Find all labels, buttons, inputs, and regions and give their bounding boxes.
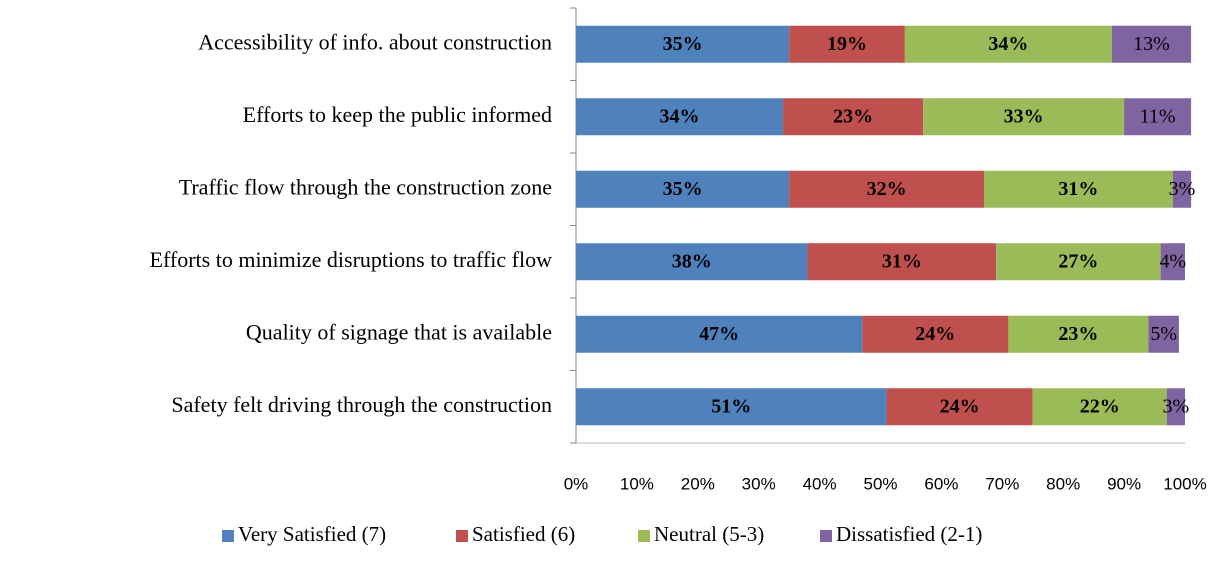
value-label: 22% (1080, 395, 1120, 417)
bar-segment (1111, 25, 1192, 63)
legend-swatch (456, 530, 468, 542)
bar-segment (1172, 170, 1192, 208)
value-label: 27% (1058, 250, 1098, 272)
value-label: 32% (867, 178, 907, 200)
bar-segment (576, 243, 808, 281)
x-tick-label: 70% (985, 474, 1019, 493)
value-label: 5% (1150, 323, 1177, 345)
category-label: Traffic flow through the construction zo… (179, 174, 552, 199)
legend-label: Very Satisfied (7) (238, 522, 386, 546)
bar-segment (1166, 388, 1185, 426)
value-label: 24% (915, 323, 955, 345)
bar-segment (996, 243, 1161, 281)
value-label: 34% (660, 105, 700, 127)
category-label: Accessibility of info. about constructio… (198, 29, 552, 54)
bar-segment (783, 98, 924, 136)
x-tick-label: 60% (924, 474, 958, 493)
x-tick-label: 50% (863, 474, 897, 493)
value-label: 47% (699, 323, 739, 345)
x-tick-label: 20% (681, 474, 715, 493)
value-label: 23% (1058, 323, 1098, 345)
category-label: Efforts to keep the public informed (243, 102, 552, 127)
bar-segment (1148, 315, 1179, 353)
value-label: 24% (940, 395, 980, 417)
legend-label: Dissatisfied (2-1) (836, 522, 982, 546)
bar-segment (904, 25, 1112, 63)
x-tick-label: 90% (1107, 474, 1141, 493)
value-label: 19% (827, 33, 867, 55)
value-label: 13% (1133, 33, 1170, 55)
category-label: Quality of signage that is available (246, 319, 552, 344)
value-label: 3% (1169, 178, 1196, 200)
value-label: 3% (1163, 395, 1190, 417)
legend-swatch (222, 530, 234, 542)
bar-segment (807, 243, 997, 281)
bar-segment (886, 388, 1033, 426)
bar-segment (576, 170, 790, 208)
x-tick-label: 30% (742, 474, 776, 493)
value-label: 31% (882, 250, 922, 272)
legend-label: Neutral (5-3) (654, 522, 764, 546)
value-label: 11% (1140, 105, 1176, 127)
value-label: 51% (711, 395, 751, 417)
x-tick-label: 0% (564, 474, 589, 493)
value-label: 33% (1004, 105, 1044, 127)
bar-segment (862, 315, 1009, 353)
value-label: 31% (1058, 178, 1098, 200)
legend-swatch (820, 530, 832, 542)
value-label: 4% (1159, 250, 1186, 272)
bar-segment (1160, 243, 1185, 281)
bar-segment (576, 98, 784, 136)
value-label: 35% (663, 178, 703, 200)
category-label: Efforts to minimize disruptions to traff… (150, 247, 553, 272)
bar-segment (923, 98, 1125, 136)
x-tick-label: 10% (620, 474, 654, 493)
bar-segment (576, 315, 863, 353)
bar-segment (1124, 98, 1192, 136)
value-label: 35% (663, 33, 703, 55)
category-label: Safety felt driving through the construc… (171, 392, 552, 417)
bar-segment (576, 388, 887, 426)
x-tick-label: 80% (1046, 474, 1080, 493)
bar-segment (576, 25, 790, 63)
x-tick-label: 100% (1163, 474, 1206, 493)
value-label: 38% (672, 250, 712, 272)
bar-segment (984, 170, 1173, 208)
value-label: 34% (988, 33, 1028, 55)
bar-segment (1032, 388, 1167, 426)
x-tick-label: 40% (803, 474, 837, 493)
value-label: 23% (833, 105, 873, 127)
bar-segment (789, 170, 985, 208)
bar-segment (1008, 315, 1149, 353)
legend-swatch (638, 530, 650, 542)
bar-segment (789, 25, 905, 63)
legend-label: Satisfied (6) (472, 522, 575, 546)
